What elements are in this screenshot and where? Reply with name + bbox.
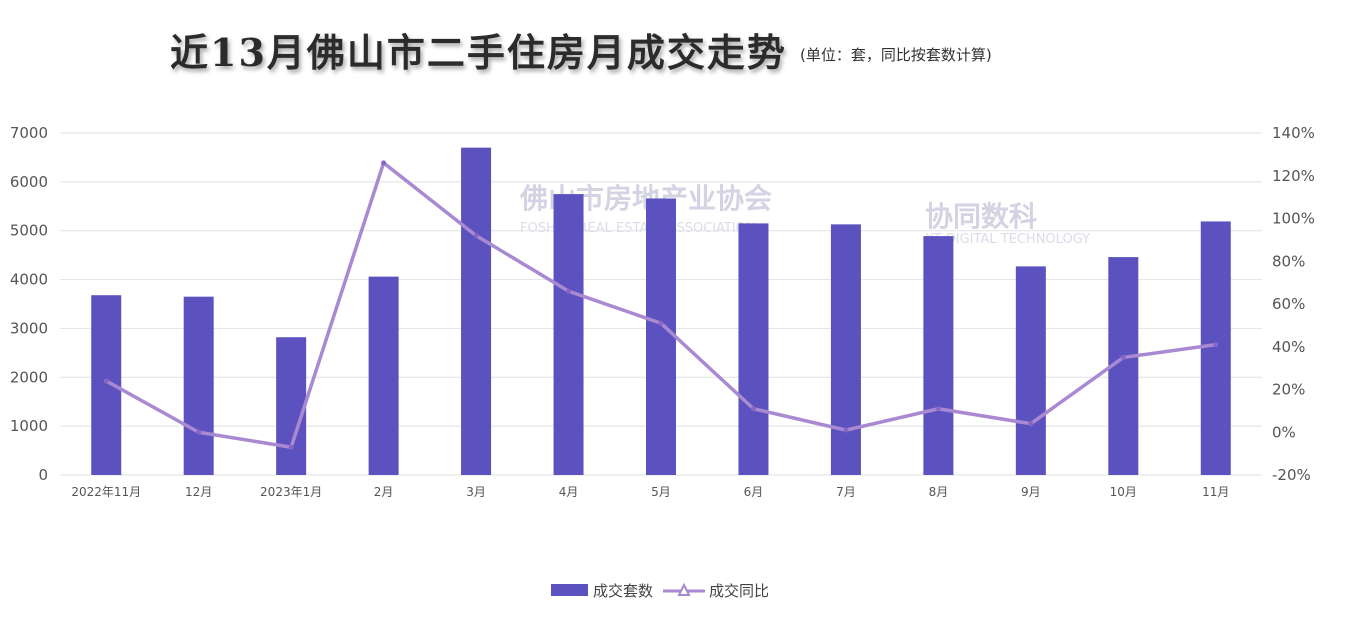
right-tick-label: 60% bbox=[1272, 295, 1305, 313]
bar bbox=[738, 223, 769, 475]
line-point bbox=[935, 406, 941, 412]
title-block: 近13月佛山市二手住房月成交走势 (单位：套，同比按套数计算) bbox=[170, 22, 992, 77]
x-tick-label: 3月 bbox=[466, 485, 486, 499]
x-tick-label: 2022年11月 bbox=[71, 485, 141, 499]
legend-bar-label: 成交套数 bbox=[593, 582, 653, 600]
bar bbox=[646, 198, 676, 475]
x-tick-label: 2月 bbox=[374, 485, 394, 499]
legend: 成交套数 成交同比 bbox=[551, 582, 769, 600]
line-point bbox=[658, 320, 664, 326]
line-point bbox=[103, 378, 109, 384]
line-point bbox=[1028, 421, 1034, 427]
line-point bbox=[196, 429, 202, 435]
bar bbox=[276, 337, 307, 475]
line-point bbox=[1120, 354, 1126, 360]
line-point bbox=[473, 233, 479, 239]
watermark-right-cn: 协同数科 bbox=[925, 200, 1037, 233]
right-tick-label: 140% bbox=[1272, 124, 1315, 142]
x-tick-label: 5月 bbox=[651, 485, 671, 499]
bar bbox=[461, 147, 492, 475]
line-series bbox=[103, 160, 1219, 450]
line-point bbox=[843, 427, 849, 433]
bar bbox=[923, 236, 954, 475]
left-tick-label: 7000 bbox=[10, 124, 48, 142]
bar bbox=[830, 224, 861, 475]
watermark-right-en: XT DIGITAL TECHNOLOGY bbox=[925, 232, 1090, 247]
right-tick-label: 40% bbox=[1272, 338, 1305, 356]
x-tick-label: 7月 bbox=[836, 485, 856, 499]
bar bbox=[368, 276, 399, 475]
right-tick-label: 100% bbox=[1272, 210, 1315, 228]
x-tick-label: 6月 bbox=[744, 485, 764, 499]
right-tick-label: 20% bbox=[1272, 381, 1305, 399]
bar bbox=[183, 296, 214, 475]
line-point bbox=[1213, 342, 1219, 348]
bar-series bbox=[91, 147, 1231, 476]
right-tick-label: 120% bbox=[1272, 167, 1315, 185]
right-tick-label: -20% bbox=[1272, 466, 1311, 484]
left-tick-label: 2000 bbox=[10, 368, 48, 386]
x-tick-label: 10月 bbox=[1110, 485, 1137, 499]
left-tick-label: 5000 bbox=[10, 222, 48, 240]
line-point bbox=[288, 444, 294, 450]
legend-line-label: 成交同比 bbox=[709, 582, 769, 600]
right-tick-label: 0% bbox=[1272, 423, 1296, 441]
bar bbox=[1015, 266, 1046, 475]
line-point bbox=[566, 288, 572, 294]
bar bbox=[553, 194, 584, 476]
left-tick-label: 6000 bbox=[10, 173, 48, 191]
chart-title: 近13月佛山市二手住房月成交走势 bbox=[170, 30, 787, 75]
line-point bbox=[750, 406, 756, 412]
x-tick-label: 4月 bbox=[559, 485, 579, 499]
watermark: 佛山市房地产业协会 FOSHAN REAL ESTATE ASSOCIATION… bbox=[519, 182, 1090, 247]
left-tick-label: 1000 bbox=[10, 417, 48, 435]
left-tick-label: 3000 bbox=[10, 319, 48, 337]
line-point bbox=[381, 160, 387, 166]
x-tick-label: 9月 bbox=[1021, 485, 1041, 499]
right-tick-label: 80% bbox=[1272, 252, 1305, 270]
legend-bar-swatch bbox=[551, 584, 588, 596]
legend-line-marker bbox=[677, 582, 691, 596]
chart-subtitle: (单位：套，同比按套数计算) bbox=[799, 46, 992, 64]
x-tick-label: 11月 bbox=[1202, 485, 1229, 499]
right-axis: -20% 0% 20% 40% 60% 80% 100% 120% 140% bbox=[1272, 124, 1315, 484]
left-tick-label: 0 bbox=[38, 466, 48, 484]
x-tick-label: 8月 bbox=[929, 485, 949, 499]
x-tick-label: 2023年1月 bbox=[260, 485, 322, 499]
bar bbox=[1200, 221, 1231, 475]
x-tick-label: 12月 bbox=[185, 485, 212, 499]
left-tick-label: 4000 bbox=[10, 271, 48, 289]
x-axis: 2022年11月 12月 2023年1月 2月 3月 4月 5月 6月 7月 8月 9月 10月 11月 bbox=[71, 485, 1229, 499]
left-axis: 0 1000 2000 3000 4000 5000 6000 7000 bbox=[10, 124, 48, 484]
